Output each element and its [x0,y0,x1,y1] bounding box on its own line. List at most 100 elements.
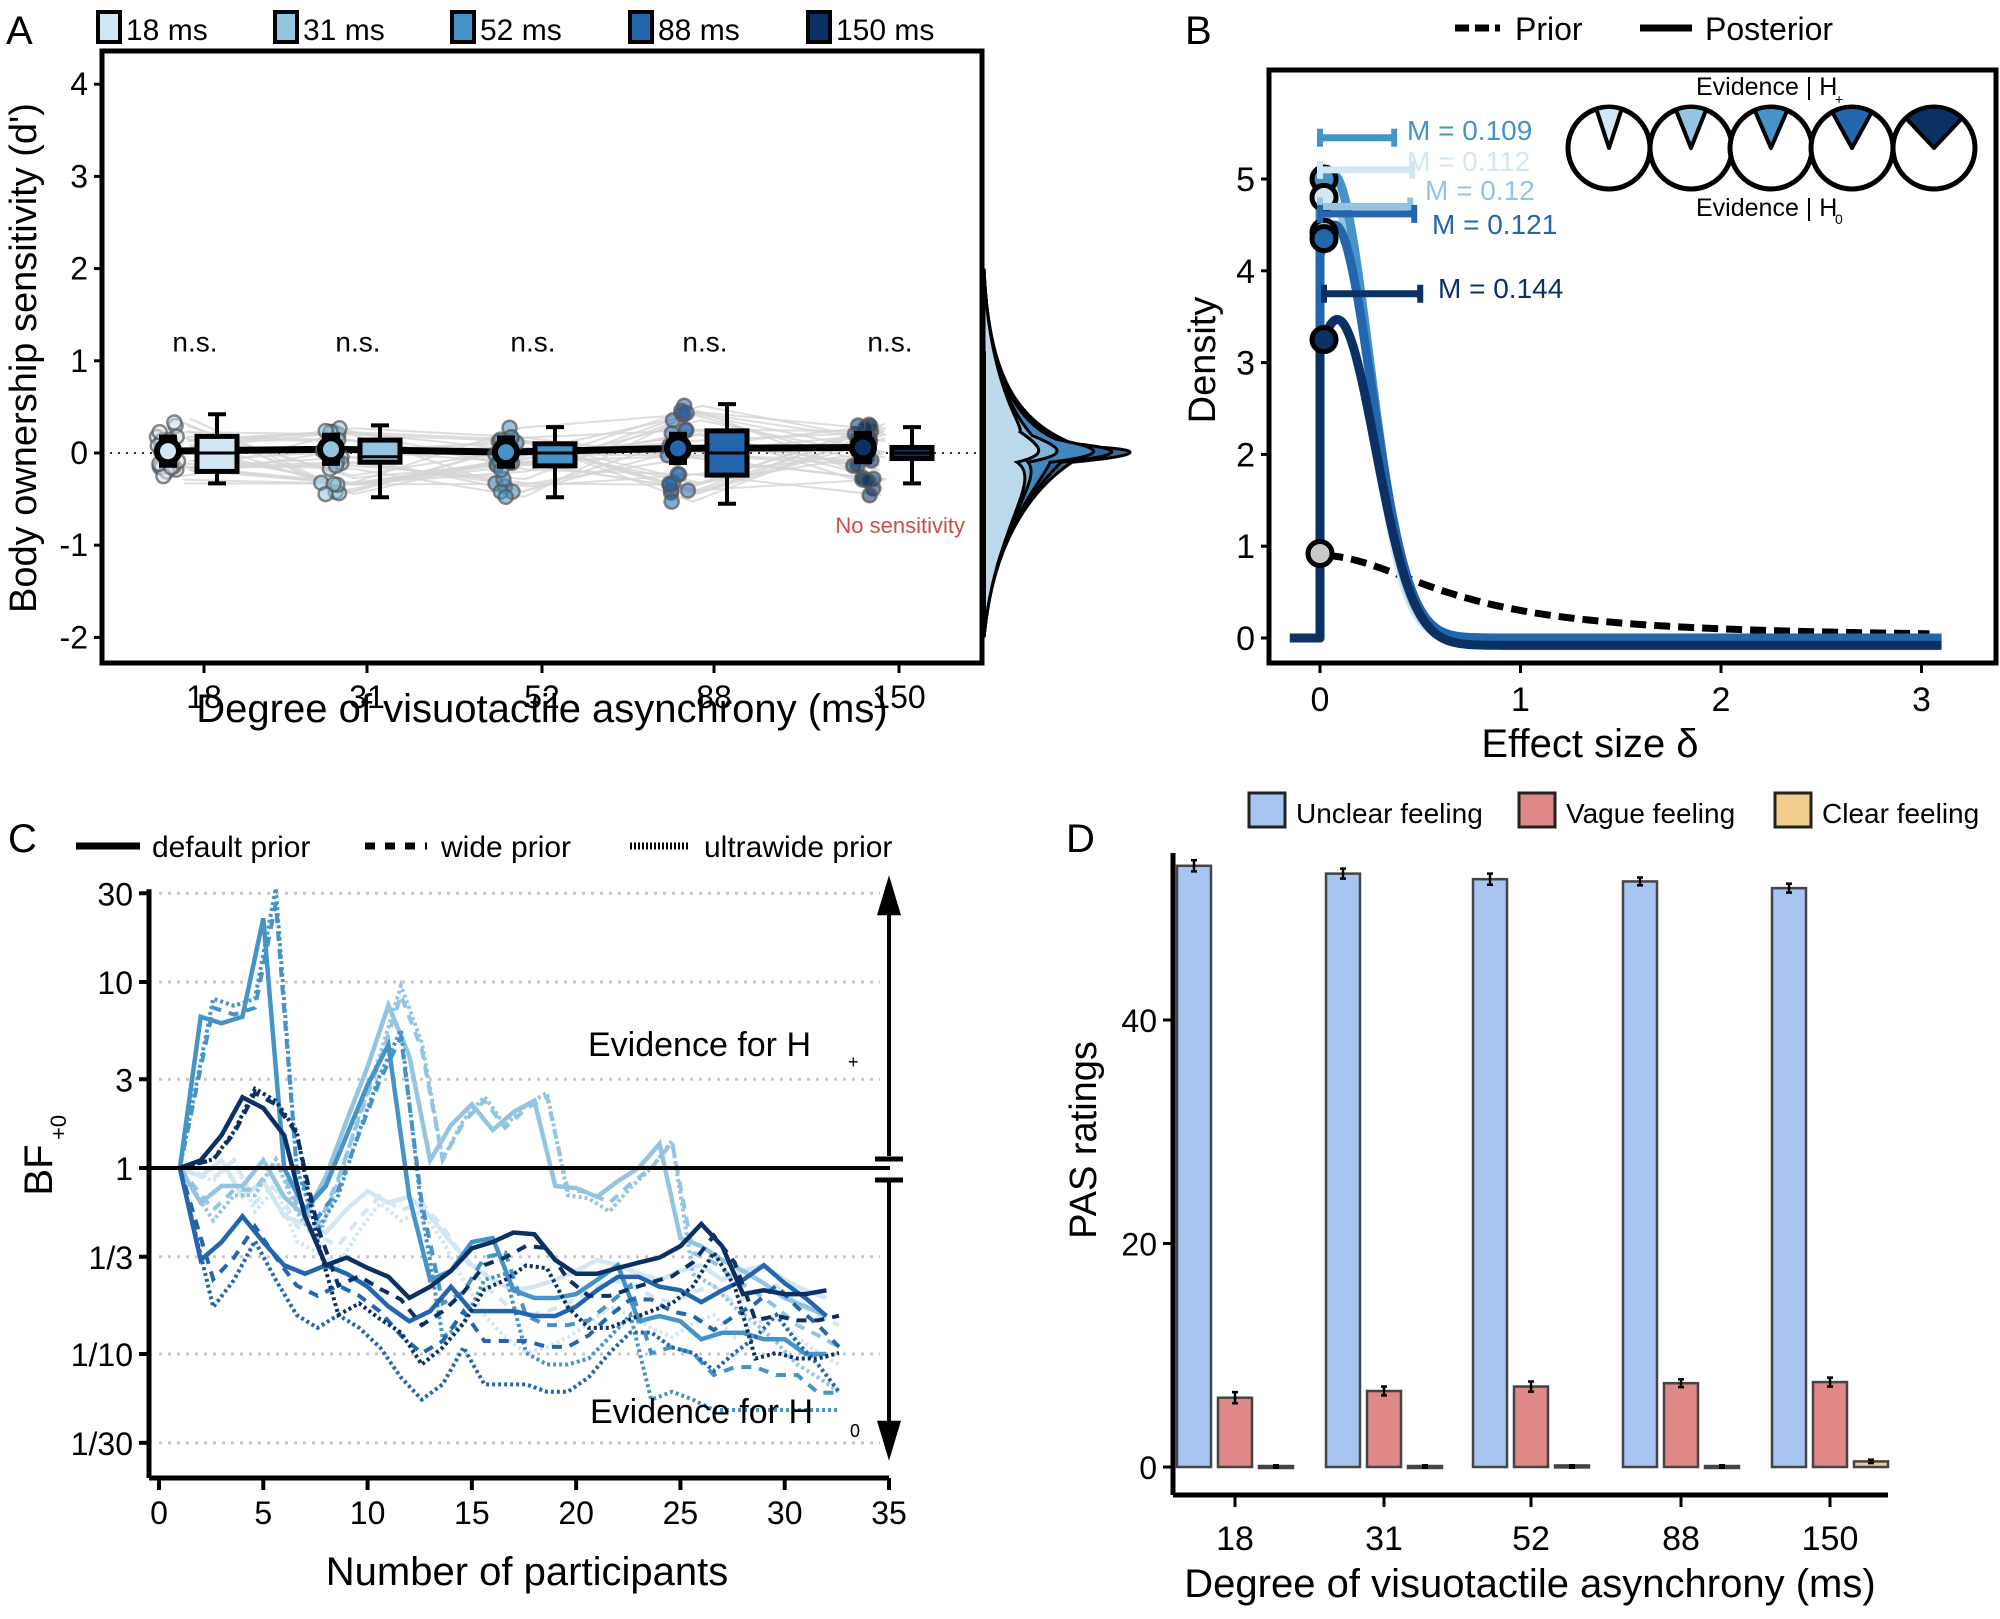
panel-a-legend: 18 ms 31 ms 52 ms 88 ms 150 ms [96,10,934,47]
legend-label-vague: Vague feeling [1566,798,1735,829]
x-tick-label: 31 [349,679,385,715]
participant-point [849,417,867,434]
bf-line-150-ultrawide-prior [179,1085,840,1368]
y-tick-label: 3 [115,1062,133,1098]
legend-swatch-52 [450,10,476,44]
legend-label-88: 88 ms [658,14,740,47]
x-tick-label: 31 [1365,1520,1403,1558]
significance-label: n.s. [510,327,555,358]
legend-swatch-88 [628,10,654,44]
panel-d-plot: 18 31 52 88 150 0 20 40 [1121,853,1890,1558]
x-tick-label: 35 [871,1495,907,1531]
legend-swatch-18 [96,10,122,44]
panel-d: D Unclear feeling Vague feeling Clear feel… [1063,791,1979,1606]
legend-label-31: 31 ms [303,14,385,47]
arrow-down-icon [877,1420,901,1461]
x-tick-label: 18 [1216,1520,1254,1558]
evidence-pie-slice [1594,105,1624,150]
participant-point [497,488,515,506]
bf-line-150-wide-prior [179,1090,840,1328]
y-tick-label: 5 [1236,161,1255,199]
significance-label: n.s. [682,327,727,358]
legend-prior-label: Prior [1515,11,1583,47]
y-tick-label: 2 [1236,436,1255,474]
bf-line-52-wide-prior [177,902,839,1395]
participant-point [317,485,334,503]
evidence-pie-slice [1752,105,1790,150]
pie-caption-bottom: Evidence | H [1696,194,1837,222]
bar-vague-18 [1216,1396,1254,1469]
participant-line [183,412,884,484]
x-tick-label: 15 [454,1495,490,1531]
y-tick-label: 3 [1236,345,1255,383]
mean-point-52 [492,438,520,467]
x-tick-label: 0 [1311,681,1330,719]
evidence-h-plus-subscript: + [848,1052,859,1072]
x-tick-label: 20 [558,1495,594,1531]
evidence-pie-slice [1673,105,1709,150]
x-tick-label: 30 [767,1495,803,1531]
error-bar-point [1422,1464,1428,1469]
mean-point-31 [317,435,345,464]
participant-line [186,435,880,467]
bf-line-18-ms-default [179,1156,828,1301]
legend-swatch-unclear [1247,791,1287,829]
legend-posterior-label: Posterior [1705,11,1833,47]
y-tick-label: 1/10 [71,1337,133,1373]
panel-a-plot: n.s. 18 n.s. 31 n.s. 52 n.s. 88 n.s. 150 4 3 2 1 0 -1 -2 [60,48,1132,715]
bar-vague-31 [1365,1389,1403,1469]
panel-a-y-axis-title: Body ownership sensitivity (d') [3,103,45,613]
y-tick-label: -1 [60,527,88,563]
panel-c-plot: 30 10 3 1 1/3 1/10 1/30 0 5 10 15 20 25 30 35 Evidence … [71,875,907,1531]
bar-unclear-18 [1175,864,1213,1469]
y-tick-label: 40 [1121,1003,1157,1039]
bar-unclear-31 [1324,872,1362,1469]
x-tick-label: 88 [696,679,732,715]
panel-a-label: A [6,9,33,53]
x-tick-label: 52 [1512,1520,1550,1558]
prior-curve [1289,551,1930,642]
significance-label: n.s. [867,327,912,358]
y-tick-label: 1 [70,343,88,379]
y-tick-label: 0 [1139,1450,1157,1486]
panel-c-label: C [8,817,37,861]
panel-d-label: D [1066,817,1095,861]
legend-label-clear: Clear feeling [1822,798,1979,829]
legend-label-150: 150 ms [836,14,934,47]
x-tick-label: 25 [663,1495,699,1531]
x-tick-label: 0 [150,1495,168,1531]
bf-line-88-ms-default [177,1167,828,1324]
y-tick-label: 1/3 [89,1240,133,1276]
evidence-pie-slice [1903,105,1965,150]
y-tick-label: 20 [1121,1227,1157,1263]
error-bar-point [1719,1464,1725,1469]
x-tick-label: 5 [254,1495,272,1531]
participant-line [189,417,884,492]
participant-point [859,472,877,490]
panel-b-legend: Prior Posterior [1455,11,1833,47]
bf-line-52-ms-default [177,917,827,1357]
bf-line-31-ultrawide-prior [178,979,841,1394]
posterior-mean-label: M = 0.121 [1432,209,1557,240]
panel-c-legend: default prior wide prior ultrawide prior [76,831,892,864]
participant-line [189,425,878,493]
marginal-density-18 [982,268,1041,638]
y-tick-label: 1/30 [71,1426,133,1462]
panel-b-x-axis-title: Effect size δ [1481,722,1698,766]
evidence-pie-slice [1830,105,1874,150]
significance-label: n.s. [172,327,217,358]
bar-vague-150 [1811,1380,1849,1469]
bar-vague-52 [1512,1385,1550,1469]
participant-point [678,404,695,422]
panel-d-y-axis-title: PAS ratings [1063,1041,1105,1239]
legend-default-prior-label: default prior [152,831,310,864]
x-tick-label: 52 [524,679,560,715]
posterior-density-at-zero-point [1309,224,1339,254]
bf-line-88-ultrawide-prior [177,1167,841,1403]
box-52 [532,441,578,469]
panel-c: C default prior wide prior ultrawide prior… [8,817,907,1594]
bar-unclear-88 [1621,880,1659,1469]
x-tick-label: 88 [1662,1520,1700,1558]
y-tick-label: 0 [70,435,88,471]
bf-line-31-wide-prior [178,989,840,1349]
